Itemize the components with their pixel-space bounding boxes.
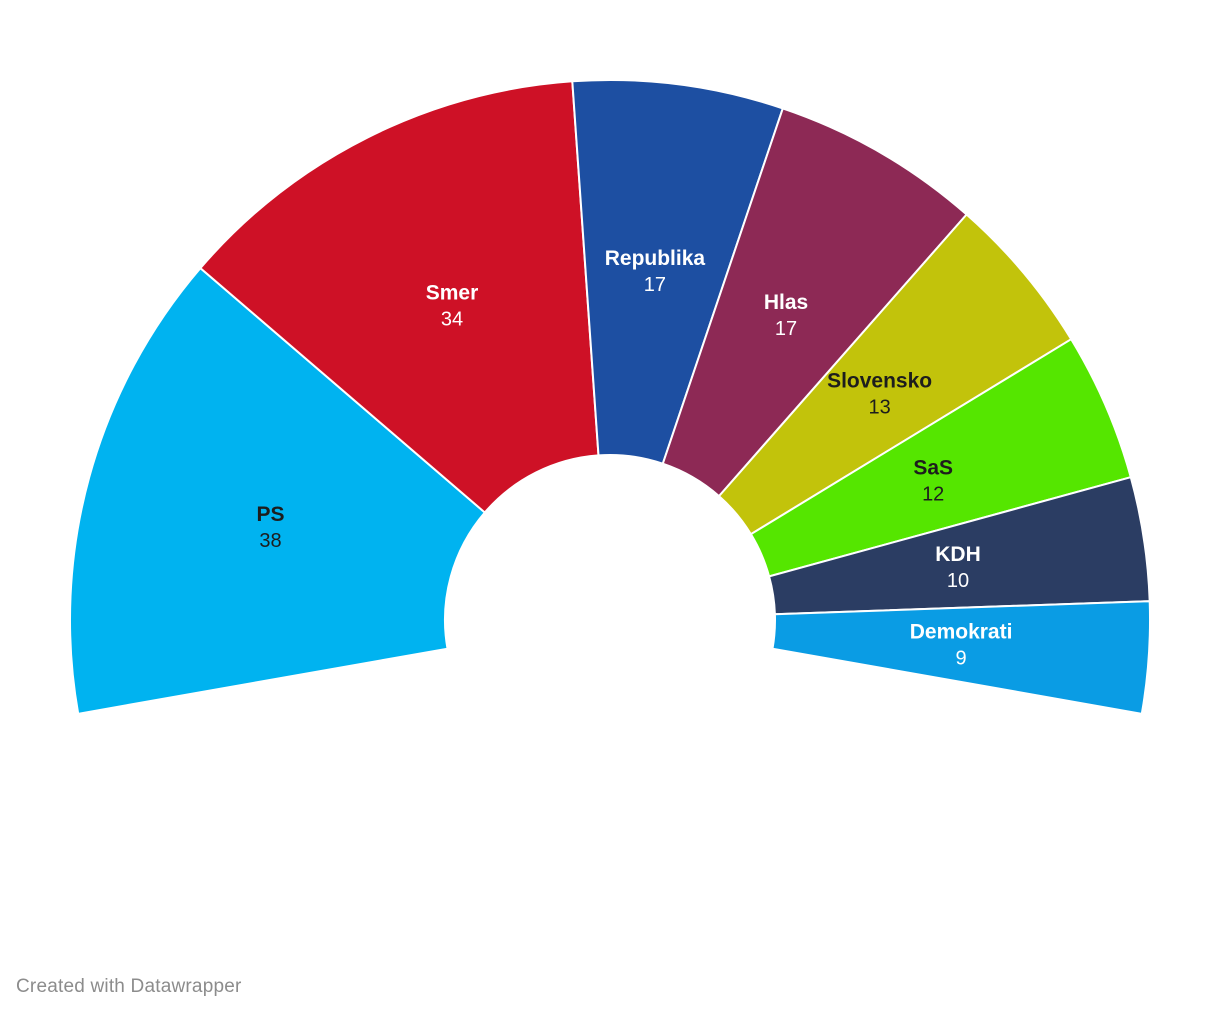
slice-label-hlas: Hlas 17 xyxy=(764,291,808,340)
slice-label-kdh: KDH 10 xyxy=(935,543,981,592)
parliament-donut-chart: PS 38 Smer 34 Republika 17 Hlas 17 Slovensko 13 Sa… xyxy=(68,78,1152,715)
slice-demokrati[interactable] xyxy=(771,600,1152,715)
slice-hlas[interactable] xyxy=(661,107,969,498)
slice-smer[interactable] xyxy=(198,80,600,514)
slice-label-demokrati: Demokrati 9 xyxy=(910,621,1013,670)
slice-label-republika: Republika 17 xyxy=(605,247,706,296)
slice-label-ps: PS 38 xyxy=(256,503,284,552)
slice-label-slovensko: Slovensko 13 xyxy=(827,370,932,419)
slice-label-smer: Smer 34 xyxy=(426,281,479,330)
slice-republika[interactable] xyxy=(571,78,785,465)
datawrapper-credit: Created with Datawrapper xyxy=(16,976,242,997)
slice-ps[interactable] xyxy=(68,266,487,715)
slice-label-sas: SaS 12 xyxy=(913,457,953,506)
